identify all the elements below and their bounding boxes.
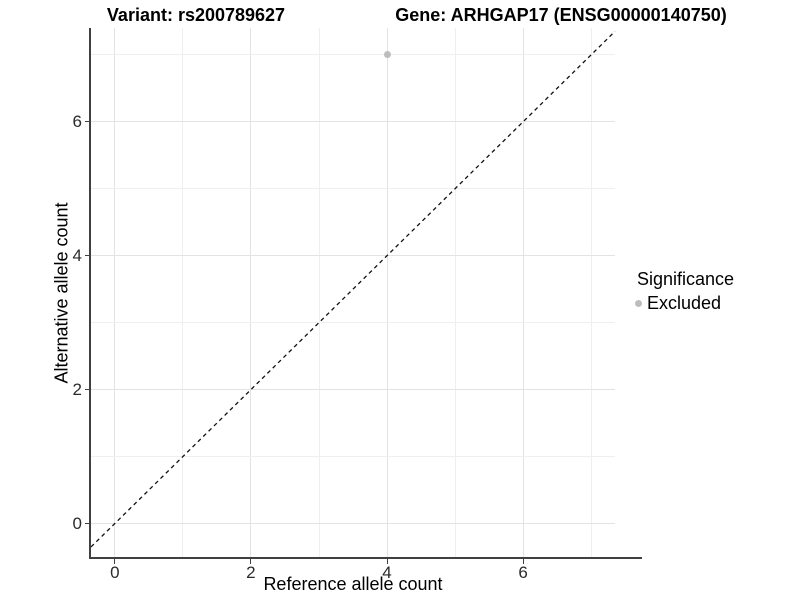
y-tick-label: 4	[72, 245, 82, 265]
gridline-horizontal	[91, 121, 615, 123]
x-tick-label: 6	[518, 563, 528, 582]
gridline-horizontal	[91, 322, 615, 324]
y-tick-label: 0	[72, 513, 82, 533]
legend-title: Significance	[637, 269, 735, 289]
legend-item-label: Excluded	[647, 293, 722, 313]
gridline-horizontal	[91, 255, 615, 257]
gridline-horizontal	[91, 188, 615, 190]
gridline-horizontal	[91, 389, 615, 391]
plot-title-gene: Gene: ARHGAP17 (ENSG00000140750)	[395, 5, 727, 25]
y-axis-title: Alternative allele count	[51, 202, 72, 384]
legend-items: Excluded	[633, 293, 734, 314]
plot-title-variant: Variant: rs200789627	[106, 5, 286, 25]
x-tick-mark	[522, 559, 524, 564]
x-axis-line	[91, 557, 642, 559]
y-tick-mark	[85, 121, 90, 123]
y-axis-line	[89, 28, 91, 559]
gridline-vertical	[386, 28, 388, 557]
gridline-horizontal	[91, 523, 615, 524]
y-tick-label: 6	[72, 111, 82, 131]
x-axis-title: Reference allele count	[263, 574, 443, 594]
data-point	[383, 51, 391, 59]
y-tick-mark	[85, 523, 90, 524]
y-tick-label: 2	[72, 379, 82, 399]
gridline-vertical	[522, 28, 524, 557]
y-tick-mark	[85, 389, 90, 391]
gridline-horizontal	[91, 456, 615, 458]
gridline-vertical	[454, 28, 456, 557]
gridline-vertical	[114, 28, 116, 557]
legend-item: Excluded	[633, 293, 734, 314]
x-tick-label: 0	[110, 563, 120, 582]
x-tick-label: 2	[246, 563, 256, 582]
y-tick-mark	[85, 255, 90, 257]
x-tick-mark	[386, 559, 388, 564]
x-tick-label: 4	[382, 563, 392, 582]
gridline-vertical	[318, 28, 320, 557]
gridline-vertical	[250, 28, 252, 557]
gridline-vertical	[590, 28, 592, 557]
x-tick-mark	[114, 559, 116, 564]
identity-dashed-line	[90, 30, 616, 548]
plot-panel	[90, 28, 616, 557]
x-tick-mark	[250, 559, 252, 564]
legend-key-dot-icon	[635, 300, 642, 307]
gridline-horizontal	[91, 54, 615, 56]
legend: Significance Excluded	[633, 269, 734, 314]
gridline-vertical	[182, 28, 184, 557]
